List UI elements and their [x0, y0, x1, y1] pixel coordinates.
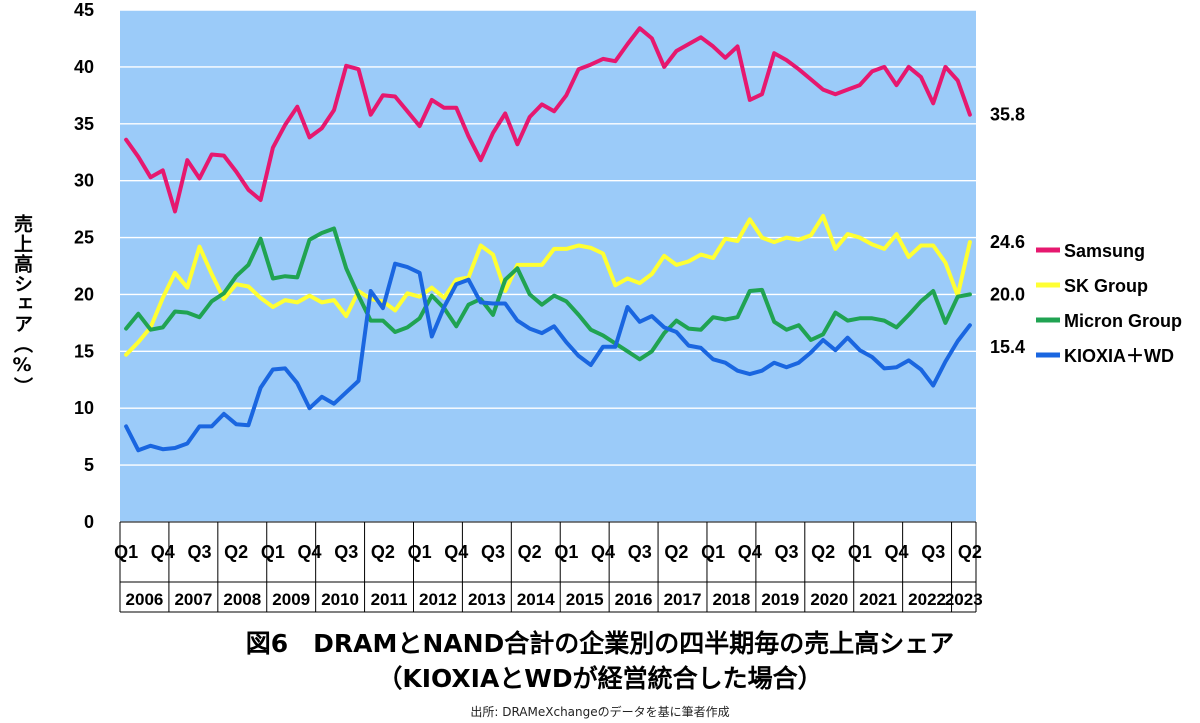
end-value-label: 24.6	[990, 232, 1025, 252]
x-quarter-label: Q2	[811, 542, 835, 562]
y-tick-label: 5	[84, 455, 94, 475]
x-quarter-label: Q1	[554, 542, 578, 562]
end-labels: 35.8 24.6 20.0 15.4	[990, 105, 1025, 357]
x-quarter-label: Q3	[628, 542, 652, 562]
x-quarter-label: Q2	[371, 542, 395, 562]
y-tick-label: 15	[74, 341, 94, 361]
series-line-sk-group	[124, 213, 972, 357]
y-axis-ticks: 0 5 10 15 20 25 30 35 40 45	[74, 0, 94, 532]
end-value-label: 15.4	[990, 337, 1025, 357]
x-quarter-label: Q4	[298, 542, 322, 562]
series-line-kioxia-wd	[124, 261, 972, 453]
x-year-label: 2019	[761, 590, 799, 609]
x-year-label: 2022	[908, 590, 946, 609]
end-value-label: 20.0	[990, 284, 1025, 304]
y-tick-label: 35	[74, 114, 94, 134]
x-quarter-label: Q4	[591, 542, 615, 562]
end-value-label: 35.8	[990, 105, 1025, 125]
x-quarter-label: Q3	[774, 542, 798, 562]
gridlines	[120, 9, 976, 523]
y-tick-label: 25	[74, 228, 94, 248]
x-year-label: 2008	[223, 590, 261, 609]
x-year-label: 2016	[615, 590, 653, 609]
x-quarter-label: Q4	[444, 542, 468, 562]
y-tick-label: 45	[74, 0, 94, 20]
x-quarter-label: Q1	[261, 542, 285, 562]
x-quarter-label: Q3	[921, 542, 945, 562]
x-year-label: 2009	[272, 590, 310, 609]
y-tick-label: 40	[74, 57, 94, 77]
x-year-label: 2013	[468, 590, 506, 609]
y-tick-label: 20	[74, 284, 94, 304]
x-year-label: 2020	[810, 590, 848, 609]
x-year-label: 2012	[419, 590, 457, 609]
x-quarter-label: Q2	[518, 542, 542, 562]
source-note: 出所: DRAMeXchangeのデータを基に筆者作成	[470, 705, 730, 719]
x-quarter-label: Q1	[408, 542, 432, 562]
x-quarter-label: Q2	[958, 542, 982, 562]
legend-label: SK Group	[1064, 276, 1148, 296]
x-quarter-label: Q3	[187, 542, 211, 562]
x-quarter-label: Q4	[738, 542, 762, 562]
x-year-label: 2018	[713, 590, 751, 609]
x-quarter-label: Q2	[664, 542, 688, 562]
chart-title-line2: （KIOXIAとWDが経営統合した場合）	[377, 664, 823, 693]
y-tick-label: 0	[84, 512, 94, 532]
legend: Samsung SK Group Micron Group KIOXIA＋WD	[1036, 241, 1182, 366]
x-quarter-label: Q1	[848, 542, 872, 562]
x-quarter-label: Q4	[151, 542, 175, 562]
y-axis-label: 売上高シェア（%）	[11, 214, 33, 397]
legend-label: Micron Group	[1064, 311, 1182, 331]
x-year-label: 2014	[517, 590, 555, 609]
x-quarter-label: Q3	[481, 542, 505, 562]
x-axis: Q1 Q4 Q3 Q2 Q1 Q4 Q3 Q2 Q1 Q4 Q3 Q2 Q1 Q4 Q3 Q2 Q1 Q4 Q3 Q2…	[114, 521, 983, 613]
x-quarter-label: Q4	[885, 542, 909, 562]
x-quarter-label: Q3	[334, 542, 358, 562]
legend-label: KIOXIA＋WD	[1064, 346, 1174, 366]
x-quarter-label: Q1	[114, 542, 138, 562]
series-lines	[124, 26, 972, 453]
chart-title-line1: 図6 DRAMとNAND合計の企業別の四半期毎の売上高シェア	[245, 629, 955, 658]
x-year-label: 2015	[566, 590, 604, 609]
x-year-label: 2021	[859, 590, 897, 609]
x-year-label: 2006	[126, 590, 164, 609]
x-quarter-label: Q2	[224, 542, 248, 562]
series-line-samsung	[124, 26, 972, 214]
x-quarter-label: Q1	[701, 542, 725, 562]
x-year-label: 2017	[664, 590, 702, 609]
x-year-label: 2010	[321, 590, 359, 609]
y-tick-label: 30	[74, 171, 94, 191]
legend-label: Samsung	[1064, 241, 1145, 261]
series-line-micron-group	[124, 226, 972, 362]
x-year-label: 2007	[174, 590, 212, 609]
x-year-label: 2011	[371, 590, 408, 609]
y-tick-label: 10	[74, 398, 94, 418]
x-year-label: 2023	[945, 590, 983, 609]
